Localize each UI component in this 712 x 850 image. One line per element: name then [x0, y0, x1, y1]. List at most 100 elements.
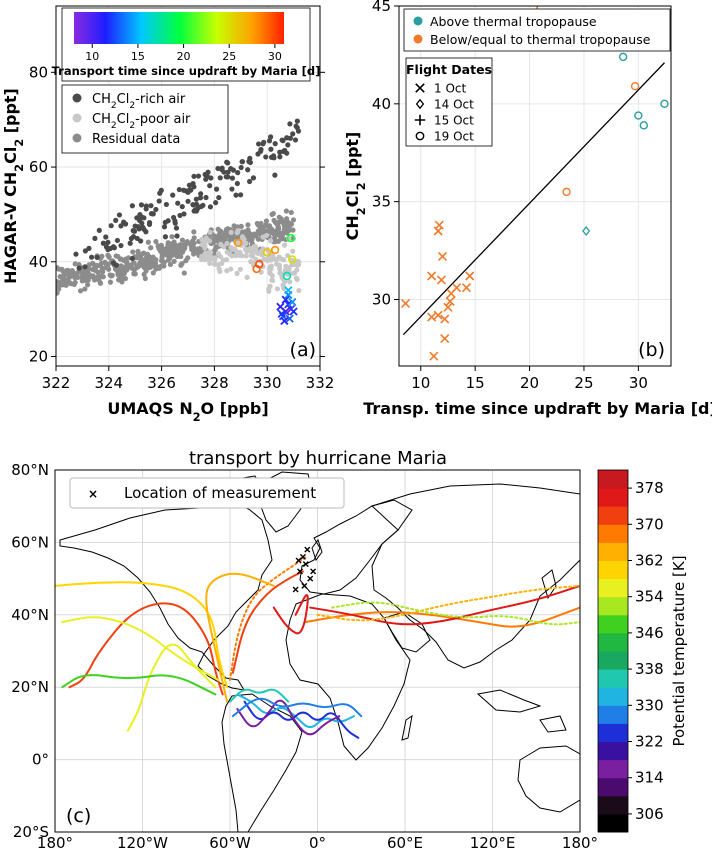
residual-point [256, 230, 263, 237]
rich-air-point [129, 203, 135, 209]
rich-air-point [247, 155, 253, 161]
rich-air-point [157, 190, 163, 196]
residual-point [145, 239, 151, 245]
rich-air-point [190, 202, 196, 208]
poor-air-point [273, 256, 280, 262]
residual-point [179, 237, 186, 243]
data-point [437, 251, 448, 262]
rich-air-point [284, 135, 290, 141]
poor-air-point [224, 240, 230, 247]
residual-point [213, 236, 219, 242]
y-tick-label: 35 [372, 193, 391, 211]
rich-air-point [261, 139, 267, 145]
marker-legend-symbol [415, 83, 425, 93]
legend-residual-label: Residual data [92, 132, 180, 147]
poor-air-point [243, 240, 249, 246]
colorbar-level [598, 524, 628, 543]
residual-point [91, 277, 98, 283]
coast-japan [541, 569, 557, 600]
rich-air-point [163, 201, 170, 208]
x-tick-label: 332 [306, 374, 335, 392]
colorbar-level [598, 777, 628, 797]
data-point [630, 82, 640, 91]
poor-air-point [244, 274, 250, 280]
rich-air-point [82, 248, 89, 254]
rich-air-point [217, 175, 223, 181]
poor-air-point [266, 288, 272, 294]
y-tick-label: 60 [29, 158, 48, 176]
residual-point [191, 229, 197, 235]
fit-line [402, 62, 665, 336]
panel-a: 322 324 326 328 330 332 20 40 60 80 10 15 20 25 30 Tr… [1, 5, 335, 424]
panel-a-colorbar-label: Transport time since updraft by Maria [d… [52, 64, 321, 78]
colorbar-level [598, 542, 628, 561]
panel-c-label: (c) [66, 805, 91, 827]
rich-air-point [181, 211, 187, 217]
residual-point [283, 208, 289, 214]
panel-a-colorbar-gradient [74, 12, 284, 44]
residual-point [159, 257, 165, 263]
residual-point [72, 279, 78, 286]
panel-c-trajectories [55, 555, 580, 739]
data-point [436, 275, 446, 285]
data-point [618, 52, 628, 62]
residual-point [159, 251, 165, 257]
data-point [536, 6, 538, 10]
colorbar-level [598, 669, 628, 688]
lat-tick-label: 60°N [11, 533, 49, 551]
panel-c-coastlines [59, 471, 580, 832]
residual-point [194, 246, 201, 252]
transport-time-point [276, 302, 285, 311]
residual-point [153, 266, 159, 272]
poor-air-point [263, 232, 270, 239]
colorbar-level [598, 470, 628, 489]
poor-air-point [250, 253, 256, 259]
data-point [660, 99, 669, 109]
colorbar-level [598, 741, 628, 761]
residual-point [284, 216, 290, 222]
data-point [427, 271, 437, 281]
trajectory [126, 643, 217, 732]
data-point [429, 351, 439, 361]
residual-point [73, 272, 79, 279]
poor-air-point [233, 252, 239, 259]
poor-air-point [221, 244, 227, 250]
rich-air-point [215, 165, 221, 172]
legend-above-marker [413, 16, 423, 26]
residual-point [171, 241, 177, 247]
rich-air-point [118, 242, 124, 249]
legend-rich-marker [72, 93, 82, 103]
colorbar-level [598, 813, 628, 833]
transport-time-point [285, 314, 294, 323]
colorbar-level [598, 560, 628, 580]
colorbar-tick-label: 370 [635, 515, 664, 533]
poor-air-point [199, 236, 205, 243]
colorbar-tick-label: 354 [635, 588, 664, 606]
rich-air-point [191, 173, 197, 179]
x-tick-label: 322 [42, 374, 71, 392]
poor-air-point [267, 238, 274, 244]
rich-air-point [177, 212, 183, 219]
transport-time-point [289, 307, 298, 316]
poor-air-point [270, 277, 276, 284]
rich-air-point [287, 121, 293, 127]
panel-c: transport by hurricane Maria [11, 448, 688, 850]
rich-air-point [96, 227, 102, 233]
colorbar-level [598, 506, 628, 525]
residual-point [131, 260, 137, 266]
measurement-location-marker [302, 561, 309, 568]
residual-point [241, 229, 248, 235]
colorbar-tick-label: 30 [268, 50, 282, 63]
marker-legend-label: 19 Oct [434, 130, 474, 144]
poor-air-point [228, 266, 234, 272]
marker-legend-title: Flight Dates [406, 62, 492, 77]
rich-air-point [285, 142, 291, 148]
rich-air-point [92, 235, 98, 241]
residual-point [130, 249, 136, 255]
coast-australia [517, 745, 580, 813]
colorbar-level [598, 488, 628, 507]
rich-air-point [121, 219, 127, 225]
colorbar-tick-label: 322 [635, 733, 664, 751]
poor-air-point [274, 286, 281, 292]
